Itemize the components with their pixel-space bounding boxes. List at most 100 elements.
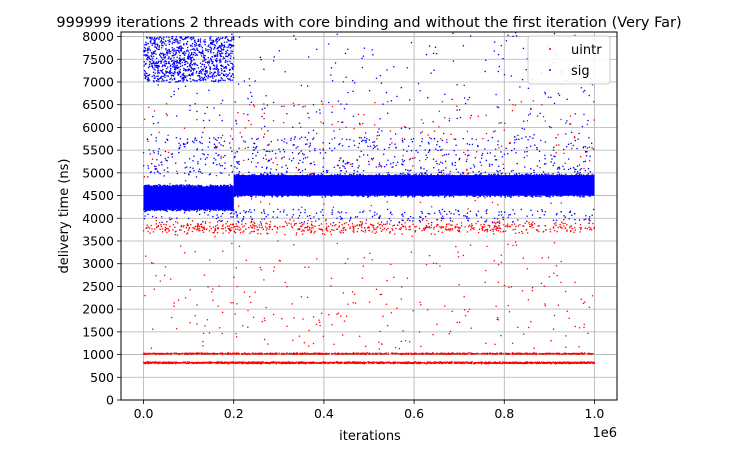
data-point bbox=[514, 232, 517, 235]
data-point bbox=[180, 225, 182, 228]
data-point bbox=[466, 195, 468, 197]
data-point bbox=[369, 362, 371, 364]
data-point bbox=[365, 362, 368, 364]
data-point bbox=[583, 362, 586, 365]
data-point bbox=[276, 231, 278, 233]
data-point bbox=[425, 352, 428, 354]
data-point bbox=[453, 174, 456, 177]
data-point bbox=[225, 209, 228, 211]
data-point bbox=[559, 223, 561, 226]
data-point bbox=[394, 346, 397, 349]
data-point bbox=[568, 362, 570, 364]
data-point bbox=[302, 318, 304, 320]
data-point bbox=[535, 352, 538, 355]
data-point bbox=[376, 352, 378, 355]
data-point bbox=[195, 352, 198, 354]
data-point bbox=[306, 222, 309, 225]
data-point bbox=[568, 317, 570, 320]
data-point bbox=[583, 361, 586, 363]
data-point bbox=[579, 195, 581, 197]
data-point bbox=[342, 231, 345, 234]
data-point bbox=[251, 174, 253, 176]
data-point bbox=[260, 361, 262, 364]
data-point bbox=[391, 142, 393, 144]
data-point bbox=[338, 221, 341, 224]
data-point bbox=[314, 225, 316, 227]
data-point bbox=[286, 325, 288, 328]
data-point bbox=[352, 301, 354, 304]
data-point bbox=[439, 226, 441, 228]
data-point bbox=[200, 186, 203, 188]
data-point bbox=[188, 227, 191, 230]
data-point bbox=[158, 183, 160, 186]
data-point bbox=[494, 362, 496, 364]
data-point bbox=[386, 279, 388, 282]
data-point bbox=[327, 362, 329, 365]
data-point bbox=[292, 102, 295, 105]
data-point bbox=[527, 326, 530, 329]
data-point bbox=[477, 231, 480, 234]
data-point bbox=[305, 353, 307, 355]
data-point bbox=[226, 220, 229, 223]
data-point bbox=[290, 225, 293, 228]
data-point bbox=[550, 202, 552, 205]
data-point bbox=[150, 224, 152, 227]
data-point bbox=[533, 352, 536, 354]
data-point bbox=[514, 228, 516, 231]
data-point bbox=[462, 254, 465, 257]
data-point bbox=[511, 109, 514, 112]
data-point bbox=[359, 361, 362, 364]
data-point bbox=[541, 104, 543, 106]
data-point bbox=[199, 229, 201, 232]
data-point bbox=[253, 227, 256, 230]
data-point bbox=[176, 352, 178, 355]
data-point bbox=[587, 172, 590, 175]
data-point bbox=[588, 222, 591, 224]
data-point bbox=[222, 224, 224, 226]
data-point bbox=[477, 194, 480, 197]
data-point bbox=[578, 346, 580, 348]
data-point bbox=[247, 309, 249, 312]
data-point bbox=[331, 324, 333, 326]
data-point bbox=[202, 186, 204, 188]
data-point bbox=[497, 229, 500, 232]
data-point bbox=[166, 231, 168, 233]
data-point bbox=[350, 362, 353, 364]
data-point bbox=[450, 352, 452, 355]
data-point bbox=[484, 229, 487, 231]
data-point bbox=[265, 306, 267, 309]
data-point bbox=[150, 347, 153, 349]
data-point bbox=[230, 352, 232, 355]
data-point bbox=[240, 194, 242, 197]
data-point bbox=[430, 206, 433, 208]
data-point bbox=[179, 208, 182, 210]
data-point bbox=[468, 224, 471, 227]
data-point bbox=[380, 230, 383, 233]
data-point bbox=[496, 353, 499, 355]
data-point bbox=[292, 194, 294, 197]
data-point bbox=[556, 274, 558, 277]
data-point bbox=[247, 194, 250, 197]
data-point bbox=[144, 255, 147, 257]
data-point bbox=[375, 231, 378, 233]
data-point bbox=[286, 285, 288, 288]
data-point bbox=[520, 352, 522, 355]
data-point bbox=[284, 220, 287, 223]
data-point bbox=[189, 321, 191, 324]
data-point bbox=[471, 224, 474, 227]
data-point bbox=[225, 362, 228, 364]
data-point bbox=[371, 258, 373, 261]
data-point bbox=[559, 361, 562, 364]
data-point bbox=[165, 186, 168, 188]
data-point bbox=[254, 291, 256, 293]
data-point bbox=[408, 194, 410, 197]
data-point bbox=[317, 362, 320, 364]
data-point bbox=[404, 339, 407, 342]
data-point bbox=[471, 175, 474, 178]
data-point bbox=[318, 224, 320, 227]
data-point bbox=[165, 112, 168, 115]
data-point bbox=[498, 122, 500, 124]
data-point bbox=[544, 120, 547, 122]
data-point bbox=[470, 223, 473, 225]
data-point bbox=[331, 138, 333, 140]
